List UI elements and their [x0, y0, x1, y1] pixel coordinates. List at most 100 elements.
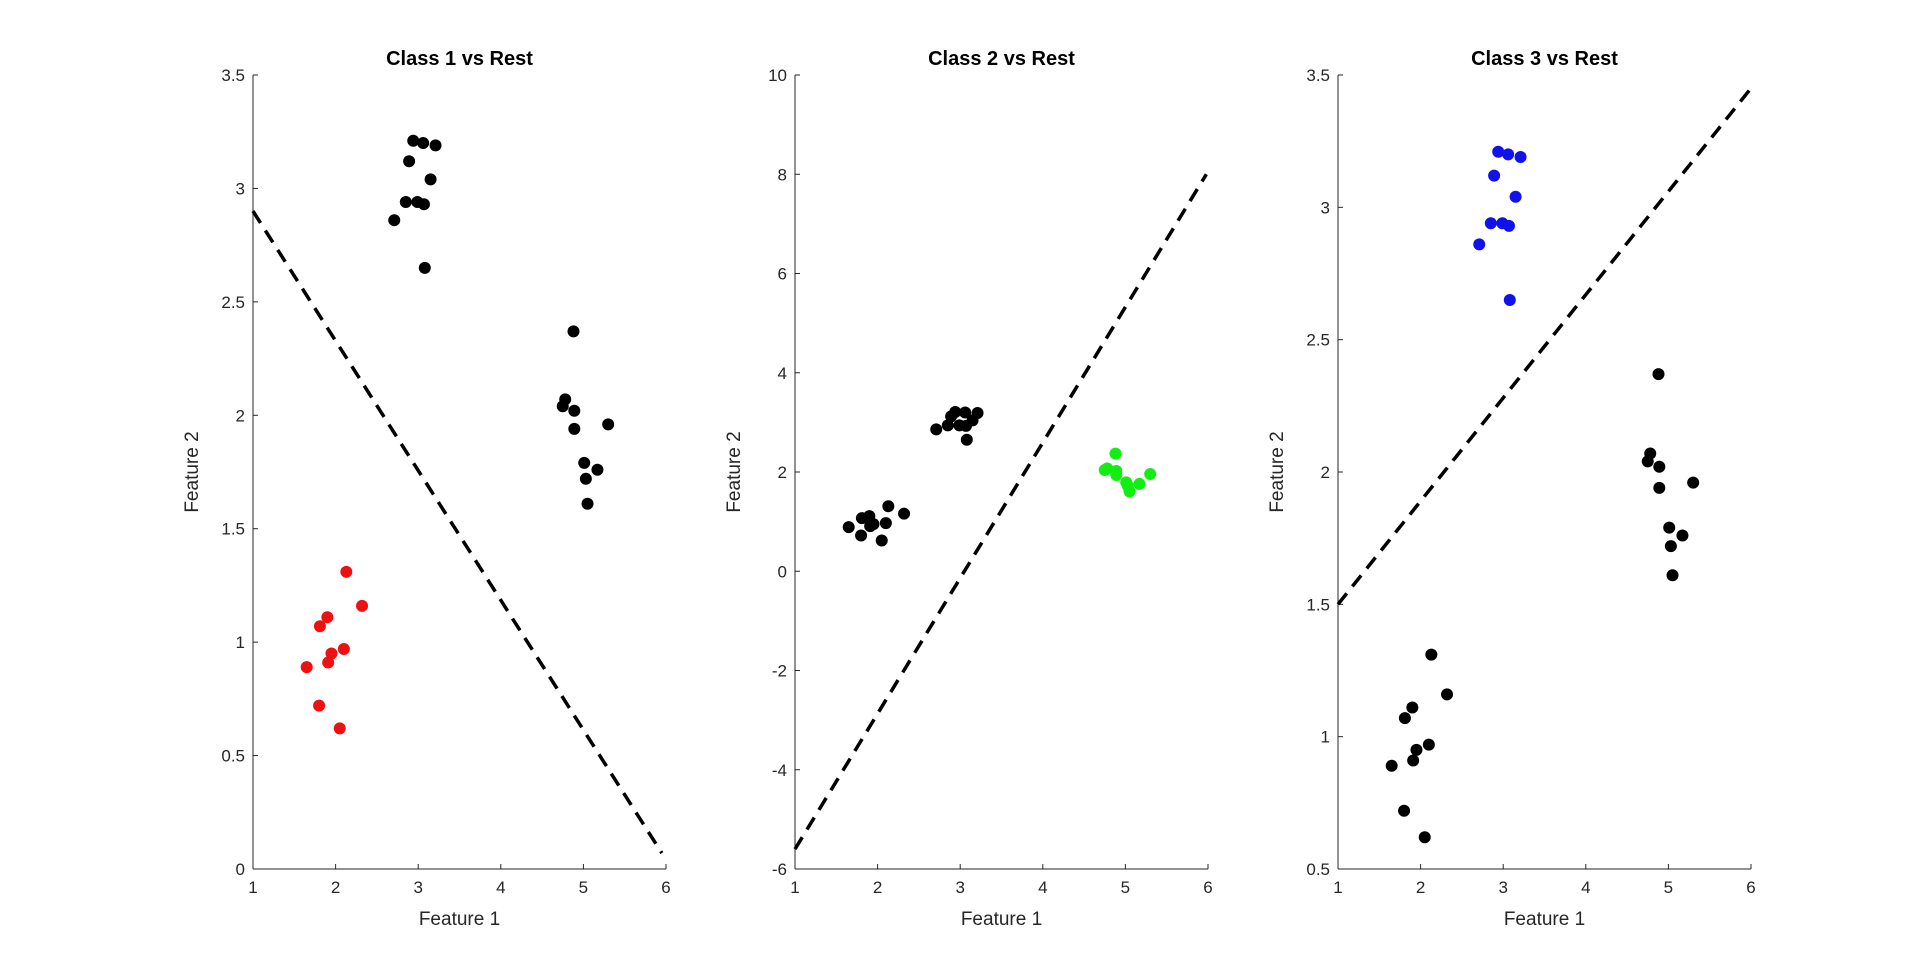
- data-point: [418, 261, 431, 274]
- y-tick-label: 0.5: [221, 747, 245, 766]
- y-tick-label: 1: [1321, 728, 1330, 747]
- data-point: [417, 198, 430, 211]
- y-tick-label: -2: [772, 662, 787, 681]
- x-tick-label: 5: [1121, 878, 1130, 897]
- x-tick-label: 1: [248, 878, 257, 897]
- data-point: [1492, 145, 1505, 158]
- y-tick-label: 1.5: [1306, 595, 1330, 614]
- data-point: [898, 507, 911, 520]
- data-point: [1484, 217, 1497, 230]
- data-point: [1473, 238, 1486, 251]
- data-point: [959, 406, 972, 419]
- data-point: [567, 325, 580, 338]
- data-point: [842, 521, 855, 534]
- y-tick-label: 2.5: [1306, 331, 1330, 350]
- data-point: [1652, 368, 1665, 381]
- data-point: [1110, 468, 1123, 481]
- y-tick-label: 0.5: [1306, 860, 1330, 879]
- data-point: [1488, 169, 1501, 182]
- x-axis-label: Feature 1: [961, 909, 1042, 930]
- decision-boundary-line: [1336, 87, 1753, 606]
- data-point: [1398, 712, 1411, 725]
- data-point: [591, 463, 604, 476]
- x-tick-label: 2: [1416, 878, 1425, 897]
- data-point: [388, 214, 401, 227]
- data-point: [1101, 462, 1114, 475]
- x-tick-label: 6: [1746, 878, 1755, 897]
- x-tick-label: 4: [496, 878, 505, 897]
- x-tick-label: 3: [413, 878, 422, 897]
- data-point: [1653, 460, 1666, 473]
- x-tick-label: 5: [1664, 878, 1673, 897]
- data-point: [1663, 521, 1676, 534]
- x-tick-label: 5: [579, 878, 588, 897]
- data-point: [559, 393, 572, 406]
- y-tick-label: 2: [1321, 463, 1330, 482]
- data-point: [1133, 477, 1146, 490]
- y-tick-label: 0: [236, 860, 245, 879]
- y-tick-label: 3: [1321, 198, 1330, 217]
- data-point: [875, 534, 888, 547]
- y-tick-label: 1: [236, 633, 245, 652]
- chart-title: Class 3 vs Rest: [1471, 48, 1618, 70]
- data-point: [300, 661, 313, 674]
- data-point: [313, 699, 326, 712]
- data-point: [578, 456, 591, 469]
- data-point: [333, 722, 346, 735]
- x-tick-label: 4: [1581, 878, 1590, 897]
- chart-title: Class 2 vs Rest: [928, 48, 1075, 70]
- data-point: [568, 404, 581, 417]
- data-point: [1664, 540, 1677, 553]
- data-point: [568, 422, 581, 435]
- data-point: [971, 406, 984, 419]
- decision-boundary-line: [251, 210, 664, 855]
- data-point: [399, 196, 412, 209]
- subplot-2: Class 2 vs Rest 1 2 3 4 5 6 -6 -4 -2 0 2 4 6 8 10 Featur…: [724, 48, 1213, 930]
- data-point: [879, 517, 892, 530]
- y-axis-label: Feature 2: [724, 431, 745, 512]
- x-axis-label: Feature 1: [419, 909, 500, 930]
- data-point: [1410, 743, 1423, 756]
- data-point: [1418, 831, 1431, 844]
- x-tick-label: 2: [331, 878, 340, 897]
- y-tick-label: 3: [236, 179, 245, 198]
- data-point: [325, 647, 338, 660]
- data-point: [1406, 701, 1419, 714]
- x-tick-label: 2: [873, 878, 882, 897]
- data-point: [1123, 485, 1136, 498]
- subplot-1: Class 1 vs Rest 1 2 3 4 5 6 0 0.5 1 1.5 2 2.5 3 3.5 Fea…: [182, 48, 671, 930]
- y-tick-label: 2: [778, 463, 787, 482]
- data-point: [1676, 529, 1689, 542]
- chart-title: Class 1 vs Rest: [386, 48, 533, 70]
- data-point: [1666, 569, 1679, 582]
- x-tick-label: 6: [1203, 878, 1212, 897]
- data-point: [407, 134, 420, 147]
- y-axis-label: Feature 2: [182, 431, 203, 512]
- data-point: [1109, 447, 1122, 460]
- data-point: [930, 423, 943, 436]
- data-point: [1502, 148, 1515, 161]
- data-point: [321, 611, 334, 624]
- y-axis-label: Feature 2: [1267, 431, 1288, 512]
- x-tick-label: 1: [790, 878, 799, 897]
- x-tick-label: 4: [1038, 878, 1047, 897]
- y-tick-label: 8: [778, 165, 787, 184]
- y-tick-label: 1.5: [221, 520, 245, 539]
- x-tick-label: 3: [955, 878, 964, 897]
- data-point: [581, 497, 594, 510]
- data-point: [1502, 219, 1515, 232]
- data-point: [1425, 648, 1438, 661]
- data-point: [1509, 190, 1522, 203]
- data-point: [1398, 804, 1411, 817]
- y-tick-label: 2: [236, 406, 245, 425]
- decision-boundary-line: [793, 173, 1208, 851]
- data-point: [1514, 151, 1527, 164]
- data-point: [424, 173, 437, 186]
- data-point: [322, 656, 335, 669]
- data-point: [1503, 293, 1516, 306]
- y-tick-label: 6: [778, 265, 787, 284]
- y-tick-label: 4: [778, 364, 787, 383]
- x-tick-label: 6: [661, 878, 670, 897]
- data-point: [1644, 447, 1657, 460]
